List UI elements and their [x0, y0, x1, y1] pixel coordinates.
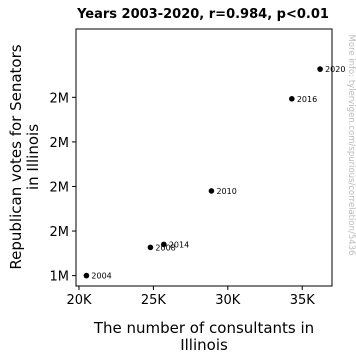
y-axis-ticks: 1M 2M 2M 2M 2M	[50, 91, 76, 285]
x-axis-ticks: 20K 25K 30K 35K	[66, 286, 315, 308]
data-point	[161, 241, 167, 248]
data-point-label: 2014	[169, 240, 189, 249]
x-tick-label: 20K	[66, 293, 92, 308]
y-axis-label-line-2: in Illinois	[24, 124, 42, 190]
x-axis-label-line-1: The number of consultants in	[93, 319, 314, 337]
y-axis-label-line-1: Republican votes for Senators	[7, 44, 25, 269]
data-point	[317, 66, 323, 72]
data-point-label: 2004	[91, 272, 111, 281]
x-axis-label-line-2: Illinois	[180, 336, 228, 354]
watermark-text: More info: tylervigen.com/spurious/corre…	[346, 35, 356, 256]
x-tick-label: 30K	[215, 293, 241, 308]
y-tick-label: 2M	[50, 225, 70, 240]
data-point-label: 2016	[297, 95, 317, 104]
x-tick-label: 25K	[141, 293, 167, 308]
data-point	[147, 244, 154, 251]
chart-title: Years 2003-2020, r=0.984, p<0.01	[76, 7, 329, 22]
x-tick-label: 35K	[290, 293, 316, 308]
y-tick-label: 2M	[50, 136, 70, 151]
data-point	[289, 96, 295, 102]
data-point-label: 2010	[216, 187, 236, 196]
data-point-label: 2020	[325, 65, 345, 74]
plot-area-frame	[75, 28, 333, 287]
data-point	[83, 272, 90, 279]
y-tick-label: 1M	[50, 270, 70, 285]
x-axis-label: The number of consultants in Illinois	[93, 319, 314, 354]
y-axis-label: Republican votes for Senators in Illinoi…	[7, 44, 42, 269]
data-point-label: 2008	[155, 243, 175, 252]
y-tick-label: 2M	[50, 91, 70, 106]
y-tick-label: 2M	[50, 180, 70, 195]
data-point	[208, 188, 215, 194]
